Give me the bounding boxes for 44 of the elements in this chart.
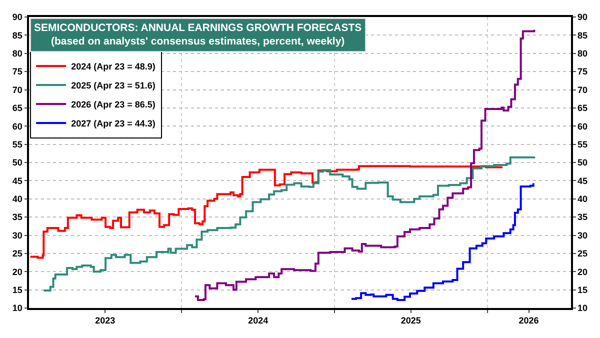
legend-label: 2026 (Apr 23 = 86.5) <box>71 99 156 110</box>
legend-label: 2027 (Apr 23 = 44.3) <box>71 118 156 128</box>
text: SEMICONDUCTORS: ANNUAL EARNINGS GROWTH FORECASTS <box>34 22 362 34</box>
y-tick-label: 45 <box>12 176 22 186</box>
y2-tick-label: 55 <box>578 139 588 150</box>
y-tick-label: 85 <box>12 30 22 40</box>
y2-tick-label: 65 <box>578 103 588 114</box>
y-tick-label: 15 <box>12 284 22 295</box>
y2-tick-label: 85 <box>578 30 588 40</box>
y2-tick-label: 30 <box>578 230 588 240</box>
y-tick-label: 40 <box>12 194 22 204</box>
y2-tick-label: 75 <box>578 66 588 77</box>
y2-tick-label: 50 <box>578 158 588 168</box>
y-tick-label: 70 <box>12 84 22 95</box>
y-tick-label: 20 <box>12 266 22 277</box>
y2-tick-label: 20 <box>578 266 588 277</box>
y-tick-label: 25 <box>12 248 22 259</box>
y2-tick-label: 40 <box>578 194 588 204</box>
y2-tick-label: 60 <box>578 121 588 132</box>
y-tick-label: 30 <box>12 230 22 240</box>
legend-label: 2024 (Apr 23 = 48.9) <box>71 61 156 72</box>
y-tick-label: 80 <box>12 48 22 59</box>
y-tick-label: 65 <box>12 103 22 114</box>
x-tick-label: 2026 <box>518 316 539 326</box>
y-tick-label: 50 <box>12 158 22 168</box>
y2-tick-label: 70 <box>578 84 588 95</box>
y-tick-label: 55 <box>12 139 22 150</box>
y2-tick-label: 25 <box>578 248 588 259</box>
y2-tick-label: 35 <box>578 212 588 222</box>
y2-tick-label: 45 <box>578 176 588 186</box>
y-tick-label: 75 <box>12 66 22 77</box>
y2-tick-label: 10 <box>578 303 588 314</box>
text: (based on analysts' consensus estimates, percent, weekly) <box>50 36 345 48</box>
y2-tick-label: 80 <box>578 48 588 59</box>
x-tick-label: 2024 <box>248 316 268 326</box>
y-tick-label: 60 <box>12 121 22 132</box>
x-tick-label: 2023 <box>95 316 116 326</box>
y-tick-label: 90 <box>12 12 22 22</box>
y2-tick-label: 15 <box>578 284 588 295</box>
legend-label: 2025 (Apr 23 = 51.6) <box>71 80 156 90</box>
y-tick-label: 35 <box>12 212 22 222</box>
y2-tick-label: 90 <box>578 12 588 22</box>
x-tick-label: 2025 <box>400 316 421 326</box>
y-tick-label: 10 <box>12 303 22 314</box>
